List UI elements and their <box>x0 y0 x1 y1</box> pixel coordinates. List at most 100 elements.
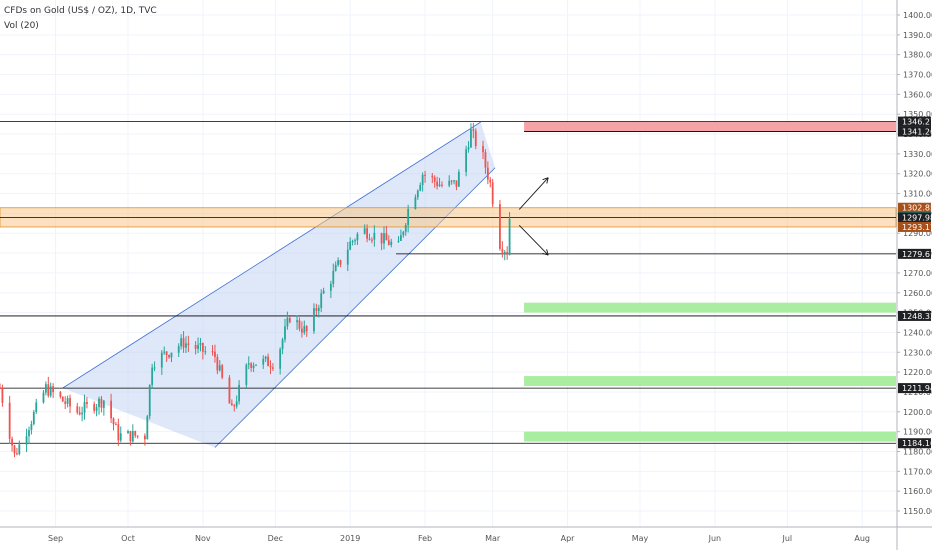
arrow-head <box>546 177 549 184</box>
candle-up <box>354 240 356 242</box>
candle-up <box>66 398 69 404</box>
price-tag <box>898 116 931 127</box>
demand-box <box>524 376 896 387</box>
candle-down <box>298 320 301 329</box>
price-tag <box>898 310 931 321</box>
candle-down <box>288 317 291 323</box>
candle-up <box>255 364 257 366</box>
x-tick-label: Oct <box>121 534 135 543</box>
candle-up <box>390 241 393 246</box>
symbol-title[interactable]: CFDs on Gold (US$ / OZ), 1D, TVC <box>4 6 157 16</box>
candle-up <box>465 149 468 172</box>
candle-up <box>146 416 149 440</box>
candle-down <box>134 431 137 436</box>
candle-up <box>467 147 470 150</box>
candle-up <box>170 352 173 358</box>
volume-indicator-label[interactable]: Vol (20) <box>4 21 39 31</box>
price-tag-label: 1211.94 <box>902 384 932 393</box>
price-tag-label: 1293.17 <box>902 223 932 232</box>
supply-box <box>524 121 896 132</box>
candle-down <box>211 351 214 353</box>
candle-up <box>317 307 320 311</box>
candle-down <box>385 233 388 241</box>
y-tick-label: 1350.00 <box>903 110 932 119</box>
candle-up <box>334 264 337 271</box>
x-tick-label: May <box>632 534 649 543</box>
candle-up <box>49 386 52 396</box>
candle-down <box>129 431 132 442</box>
candle-down <box>366 228 368 239</box>
candle-up <box>363 228 366 234</box>
x-tick-label: Dec <box>268 534 283 543</box>
price-tag-label: 1346.27 <box>902 118 932 127</box>
candle-down <box>300 328 303 333</box>
candle-down <box>0 387 1 389</box>
candle-down <box>59 392 62 397</box>
price-tag-label: 1297.98 <box>902 213 932 222</box>
candle-down <box>228 377 231 404</box>
candle-up <box>262 358 265 365</box>
candle-down <box>112 418 115 425</box>
candle-up <box>404 225 407 232</box>
price-tag <box>898 126 931 137</box>
candle-up <box>127 431 129 434</box>
price-tag <box>898 438 931 449</box>
candle-down <box>484 152 487 168</box>
candle-down <box>187 343 190 346</box>
y-tick-label: 1370.00 <box>903 71 932 80</box>
y-tick-label: 1190.00 <box>903 428 932 437</box>
candle-down <box>491 182 494 205</box>
candle-down <box>433 177 436 182</box>
channel-upper-line <box>62 121 481 389</box>
candle-up <box>313 308 315 332</box>
candle-up <box>238 384 240 402</box>
candle-down <box>267 356 269 367</box>
candle-down <box>136 435 139 437</box>
x-tick-label: Mar <box>485 534 501 543</box>
projection-arrows[interactable] <box>518 177 549 256</box>
candle-up <box>28 430 30 437</box>
time-axis[interactable]: Sep Oct Nov Dec 2019 Feb Mar Apr May Jun Jul Aug <box>0 526 932 543</box>
candle-up <box>264 356 267 359</box>
candle-up <box>252 365 255 368</box>
candle-up <box>470 129 472 148</box>
price-tag <box>898 248 931 259</box>
chart-legend[interactable]: CFDs on Gold (US$ / OZ), 1D, TVC Vol (20… <box>4 4 157 34</box>
candle-down <box>16 453 18 455</box>
candle-down <box>501 248 504 253</box>
price-tag-label: 1248.32 <box>902 312 932 321</box>
y-tick-label: 1320.00 <box>903 170 932 179</box>
candle-down <box>52 386 55 393</box>
grid <box>0 0 896 527</box>
price-tag-label: 1341.26 <box>902 128 932 137</box>
candle-down <box>182 338 185 348</box>
candle-down <box>100 398 103 408</box>
y-tick-label: 1310.00 <box>903 190 932 199</box>
candle-down <box>221 365 224 378</box>
candle-down <box>339 260 342 265</box>
candle-up <box>18 444 21 455</box>
y-tick-label: 1290.00 <box>903 229 932 238</box>
y-tick-label: 1400.00 <box>903 11 932 20</box>
candle-up <box>44 384 47 393</box>
candle-up <box>296 320 298 323</box>
x-tick-label: Feb <box>418 534 432 543</box>
candle-up <box>235 401 238 407</box>
candle-up <box>407 208 410 226</box>
x-tick-label: Sep <box>48 534 63 543</box>
candle-up <box>351 240 354 242</box>
axis-background <box>897 0 932 550</box>
price-tag-label: 1302.85 <box>902 204 932 213</box>
candle-up <box>419 185 422 191</box>
candle-down <box>110 400 112 419</box>
candle-up <box>131 431 134 442</box>
candle-down <box>1 388 4 403</box>
price-axis[interactable]: 1150.00 1160.00 1170.00 1180.00 1190.00 1200.… <box>896 0 932 550</box>
candle-up <box>508 218 511 255</box>
candle-down <box>371 239 373 241</box>
candle-up <box>337 260 340 265</box>
candle-down <box>13 445 16 454</box>
candle-up <box>151 367 154 385</box>
candle-down <box>76 406 79 413</box>
